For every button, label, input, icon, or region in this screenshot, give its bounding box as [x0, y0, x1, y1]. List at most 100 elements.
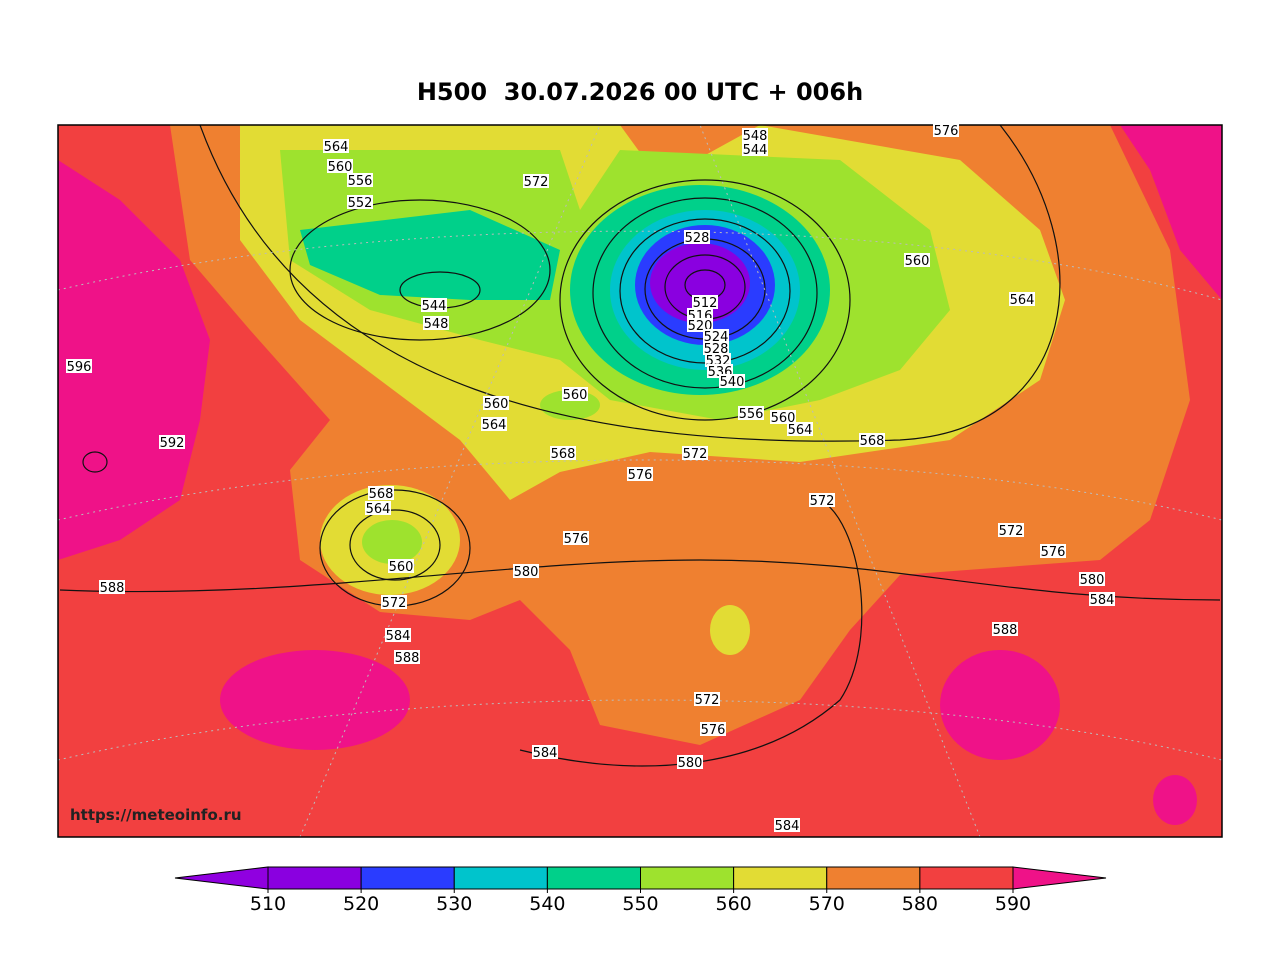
contour-label: 568: [551, 447, 576, 462]
label-box: [523, 174, 549, 188]
graticule: [57, 124, 1223, 838]
contour-label: 572: [524, 175, 549, 190]
label-box: [787, 422, 813, 436]
graticule-line: [57, 230, 1223, 301]
label-box: [692, 295, 718, 309]
watermark: https://meteoinfo.ru: [70, 806, 242, 824]
label-box: [66, 359, 92, 373]
label-box: [563, 531, 589, 545]
contour-label: 548: [424, 317, 449, 332]
colorbar-tick-label: 510: [250, 893, 286, 915]
contour-label: 592: [160, 436, 185, 451]
contour-label: 572: [810, 494, 835, 509]
label-box: [562, 387, 588, 401]
contour-label: 596: [67, 360, 92, 375]
label-box: [347, 173, 373, 187]
label-box: [99, 580, 125, 594]
contour-label: 572: [999, 524, 1024, 539]
contour: [559, 179, 851, 421]
label-box: [627, 467, 653, 481]
label-box: [684, 230, 710, 244]
colorbar-under: [174, 866, 269, 890]
contour-label: 576: [1041, 545, 1066, 560]
label-box: [421, 298, 447, 312]
colorbar: 510 520 530 540 550 560 570 580 590: [174, 866, 1107, 915]
colorbar-tick-label: 530: [436, 893, 472, 915]
label-box: [385, 628, 411, 642]
label-box: [327, 159, 353, 173]
contour-label: 576: [564, 532, 589, 547]
label-box: [323, 139, 349, 153]
contour-label: 588: [993, 623, 1018, 638]
label-box: [992, 622, 1018, 636]
label-box: [1079, 572, 1105, 586]
label-box: [483, 396, 509, 410]
contour-label: 584: [533, 746, 558, 761]
colorbar-tick-label: 560: [715, 893, 751, 915]
label-box: [1089, 592, 1115, 606]
label-box: [694, 692, 720, 706]
label-box: [550, 446, 576, 460]
colorbar-tick-label: 540: [529, 893, 565, 915]
label-box: [381, 595, 407, 609]
label-box: [513, 564, 539, 578]
label-box: [677, 755, 703, 769]
contour-label: 584: [1090, 593, 1115, 608]
field-lime: [362, 520, 422, 564]
colorbar-segment: [453, 866, 548, 890]
graticule-line: [57, 459, 1223, 521]
label-box: [682, 446, 708, 460]
contour-label: 568: [860, 434, 885, 449]
contour-label: 564: [788, 423, 813, 438]
height-field: [58, 125, 1222, 837]
contour-label: 548: [743, 129, 768, 144]
label-box: [904, 253, 930, 267]
title: H500 30.07.2026 00 UTC + 006h: [417, 78, 863, 106]
contour-label: 564: [1010, 293, 1035, 308]
contour: [59, 559, 1221, 601]
colorbar-tick-label: 570: [809, 893, 845, 915]
field-purple: [650, 243, 750, 323]
contour-label: 552: [348, 196, 373, 211]
label-box: [388, 559, 414, 573]
label-box: [159, 435, 185, 449]
contour-label: 564: [324, 140, 349, 155]
label-box: [1040, 544, 1066, 558]
graticule-line: [299, 124, 601, 838]
field-magenta: [58, 160, 210, 560]
contour-label: 560: [484, 397, 509, 412]
colorbar-segment: [360, 866, 455, 890]
label-box: [738, 406, 764, 420]
label-box: [700, 722, 726, 736]
colorbar-tick-label: 550: [622, 893, 658, 915]
contour-label: 560: [563, 388, 588, 403]
label-box: [423, 316, 449, 330]
graticule-line: [57, 699, 1223, 761]
label-box: [774, 818, 800, 832]
contour-label: 588: [395, 651, 420, 666]
contour-label: 512: [693, 296, 718, 311]
field-magenta: [940, 650, 1060, 760]
contour-labels: 5645605565525725485445285125165205245285…: [66, 123, 1115, 834]
contour-label: 588: [100, 581, 125, 596]
colorbar-tick-label: 580: [902, 893, 938, 915]
field-green: [300, 210, 560, 300]
contour-label: 572: [382, 596, 407, 611]
label-box: [347, 195, 373, 209]
contour-label: 584: [386, 629, 411, 644]
contour-label: 564: [366, 502, 391, 517]
contour-label: 584: [775, 819, 800, 834]
contour-label: 568: [369, 487, 394, 502]
contour-label: 528: [685, 231, 710, 246]
field-magenta: [1120, 125, 1222, 300]
label-box: [1009, 292, 1035, 306]
graticule-line: [699, 124, 981, 838]
contour-label: 564: [482, 418, 507, 433]
label-box: [998, 523, 1024, 537]
colorbar-segment: [826, 866, 921, 890]
label-box: [705, 353, 731, 367]
contour-label: 572: [683, 447, 708, 462]
field-magenta: [1153, 775, 1197, 825]
label-box: [742, 128, 768, 142]
